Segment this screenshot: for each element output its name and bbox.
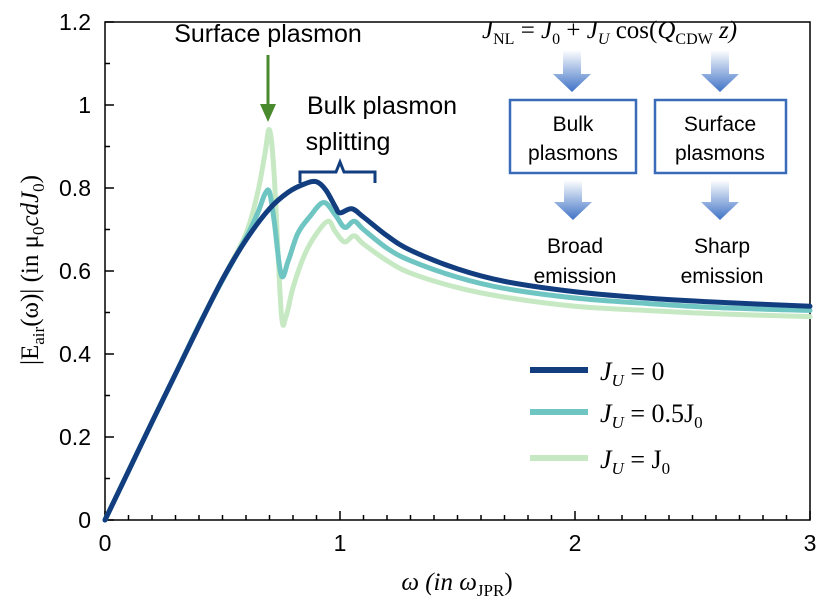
bulk-split-annotation-line2: splitting bbox=[306, 128, 391, 156]
legend-label-ju1: JU = J0 bbox=[600, 445, 670, 478]
surface-plasmon-annotation: Surface plasmon bbox=[174, 20, 362, 48]
legend: JU = 0 JU = 0.5J0 JU = J0 bbox=[530, 357, 703, 478]
y-tick-label: 0.4 bbox=[59, 341, 91, 367]
x-tick-label: 0 bbox=[99, 530, 112, 556]
x-tick-label: 2 bbox=[569, 530, 582, 556]
surface-peak-arrow bbox=[260, 55, 276, 122]
x-tick-label: 3 bbox=[804, 530, 817, 556]
x-axis-ticks: 0 1 2 3 bbox=[99, 511, 817, 556]
surface-box-line2: plasmons bbox=[675, 142, 765, 165]
block-arrow-bulk-to-broad bbox=[554, 180, 592, 220]
bulk-split-bracket bbox=[298, 157, 377, 183]
series-line-ju1 bbox=[102, 127, 813, 523]
x-tick-label: 1 bbox=[334, 530, 347, 556]
y-tick-label: 0.2 bbox=[59, 424, 91, 450]
surface-box-line1: Surface bbox=[684, 113, 756, 136]
legend-label-ju0: JU = 0 bbox=[600, 357, 665, 390]
surface-plasmons-box bbox=[653, 98, 788, 175]
bulk-box-line1: Bulk bbox=[553, 113, 594, 136]
equation: JNL = J0 + JU cos(QCDW z) bbox=[482, 17, 737, 48]
block-arrow-eq-to-bulk bbox=[553, 50, 591, 92]
broad-emission-line1: Broad bbox=[547, 235, 603, 258]
series-lines bbox=[102, 127, 813, 523]
bulk-plasmons-box bbox=[508, 98, 638, 175]
y-axis-ticks: 0 0.2 0.4 0.6 0.8 1 1.2 bbox=[59, 9, 114, 533]
block-arrow-eq-to-surface bbox=[701, 50, 739, 92]
block-arrow-surface-to-sharp bbox=[701, 180, 739, 220]
y-tick-label: 0.6 bbox=[59, 258, 91, 284]
sharp-emission-line2: emission bbox=[681, 265, 764, 288]
series-line-ju0 bbox=[102, 178, 813, 523]
y-tick-label: 1.2 bbox=[59, 9, 91, 35]
bulk-box-line2: plasmons bbox=[528, 142, 618, 165]
x-axis-label: ω (in ωJPR) bbox=[401, 569, 512, 600]
y-tick-label: 0 bbox=[78, 507, 91, 533]
broad-emission-line2: emission bbox=[534, 265, 617, 288]
bulk-split-annotation-line1: Bulk plasmon bbox=[307, 92, 457, 120]
sharp-emission-line1: Sharp bbox=[694, 235, 750, 258]
legend-label-ju05: JU = 0.5J0 bbox=[600, 399, 703, 432]
y-axis-label: |Eair(ω)| (in μ0cdJ0) bbox=[17, 175, 48, 365]
y-tick-label: 0.8 bbox=[59, 175, 91, 201]
y-tick-label: 1 bbox=[78, 92, 91, 118]
